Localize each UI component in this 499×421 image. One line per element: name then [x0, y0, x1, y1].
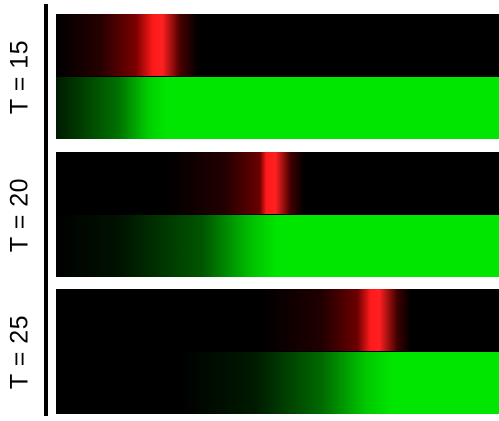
red-strip-t25 — [56, 289, 499, 351]
green-strip-t15 — [56, 77, 499, 139]
panel-label-t25: T = 25 — [5, 314, 34, 389]
red-strip-t20 — [56, 152, 499, 214]
left-axis-line — [44, 4, 48, 416]
panel-t20 — [56, 152, 499, 277]
panel-label-t25-wrapper: T = 25 — [2, 289, 38, 414]
panel-t15 — [56, 14, 499, 139]
red-strip-t15 — [56, 14, 499, 76]
green-strip-t20 — [56, 215, 499, 277]
panel-label-t20-wrapper: T = 20 — [2, 152, 38, 277]
panel-label-t15-wrapper: T = 15 — [2, 14, 38, 139]
panel-t25 — [56, 289, 499, 414]
panel-label-t15: T = 15 — [5, 39, 34, 114]
panel-label-t20: T = 20 — [5, 177, 34, 252]
green-strip-t25 — [56, 352, 499, 414]
